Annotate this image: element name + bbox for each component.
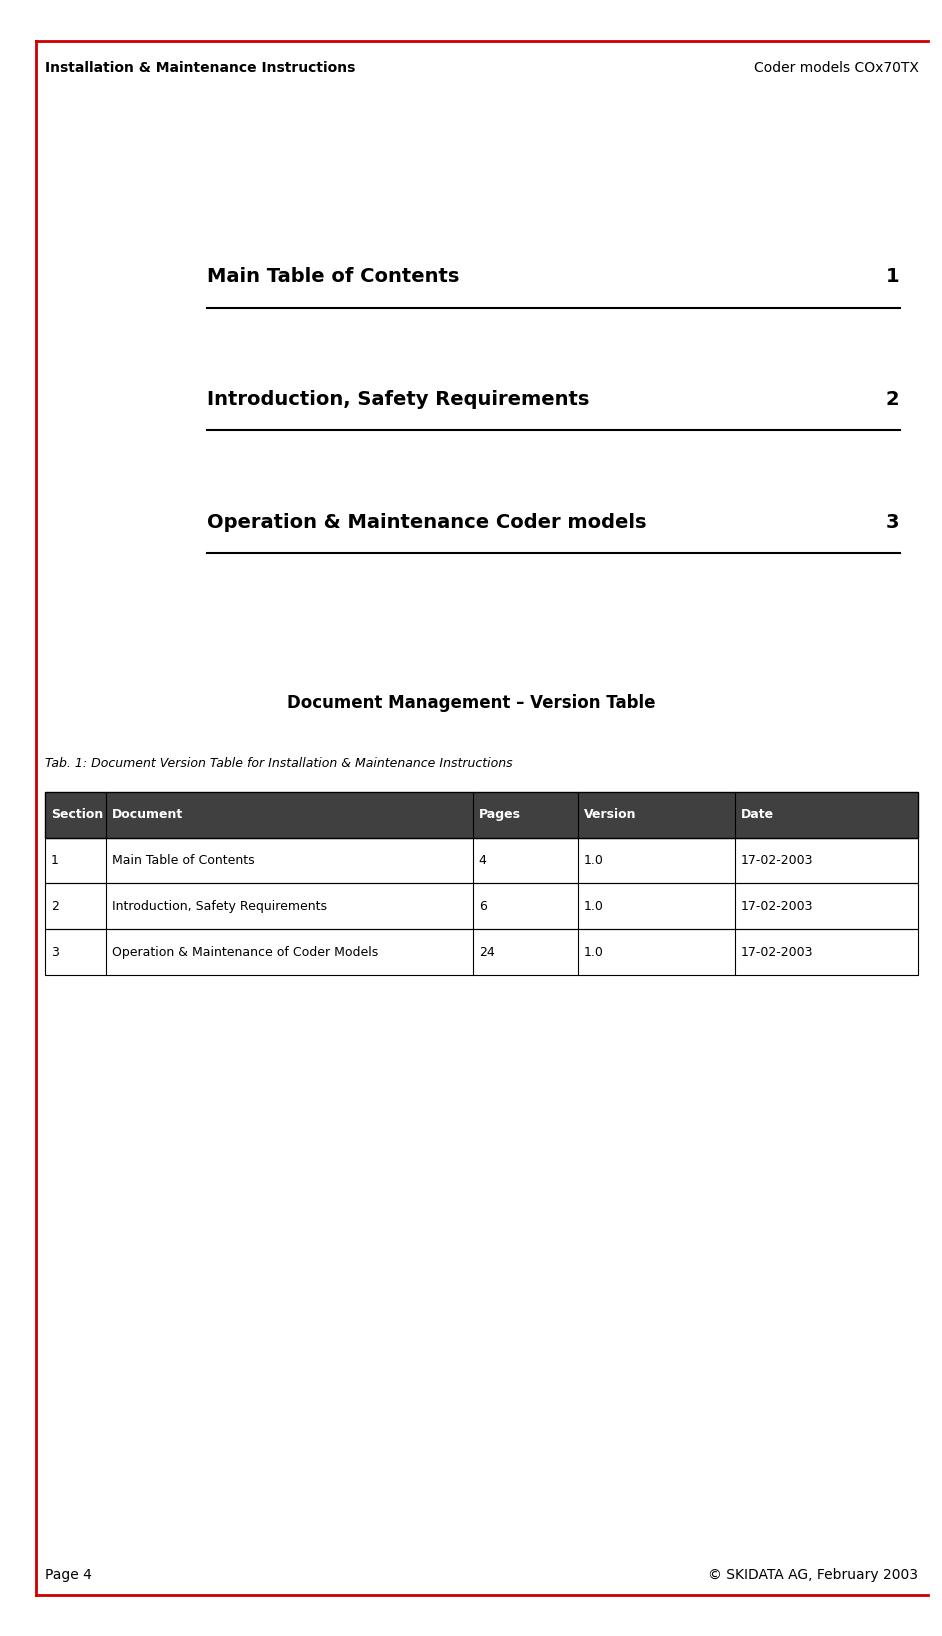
Text: 24: 24 xyxy=(479,946,495,959)
Text: 2: 2 xyxy=(886,389,900,409)
Text: Pages: Pages xyxy=(479,808,521,821)
Text: Version: Version xyxy=(583,808,636,821)
Text: 1.0: 1.0 xyxy=(583,854,604,867)
Text: Date: Date xyxy=(740,808,773,821)
Text: 6: 6 xyxy=(479,900,487,913)
FancyBboxPatch shape xyxy=(45,792,918,838)
Text: Section: Section xyxy=(51,808,103,821)
Text: Coder models COx70TX: Coder models COx70TX xyxy=(754,61,918,75)
Text: Operation & Maintenance Coder models: Operation & Maintenance Coder models xyxy=(207,512,647,532)
Bar xyxy=(45,838,918,883)
FancyBboxPatch shape xyxy=(45,929,918,975)
Text: Introduction, Safety Requirements: Introduction, Safety Requirements xyxy=(112,900,327,913)
Text: Introduction, Safety Requirements: Introduction, Safety Requirements xyxy=(207,389,590,409)
Text: 17-02-2003: 17-02-2003 xyxy=(740,946,813,959)
Text: Main Table of Contents: Main Table of Contents xyxy=(207,267,460,286)
Text: 1.0: 1.0 xyxy=(583,900,604,913)
Text: © SKIDATA AG, February 2003: © SKIDATA AG, February 2003 xyxy=(708,1567,918,1582)
Text: 4: 4 xyxy=(479,854,487,867)
Bar xyxy=(45,883,918,929)
Text: 17-02-2003: 17-02-2003 xyxy=(740,854,813,867)
Text: 1: 1 xyxy=(886,267,900,286)
Text: Main Table of Contents: Main Table of Contents xyxy=(112,854,254,867)
Text: Tab. 1: Document Version Table for Installation & Maintenance Instructions: Tab. 1: Document Version Table for Insta… xyxy=(45,757,512,771)
Text: Operation & Maintenance of Coder Models: Operation & Maintenance of Coder Models xyxy=(112,946,379,959)
Text: 17-02-2003: 17-02-2003 xyxy=(740,900,813,913)
Text: Installation & Maintenance Instructions: Installation & Maintenance Instructions xyxy=(45,61,355,75)
Text: 2: 2 xyxy=(51,900,58,913)
Text: 1.0: 1.0 xyxy=(583,946,604,959)
Text: Page 4: Page 4 xyxy=(45,1567,92,1582)
Text: 3: 3 xyxy=(51,946,58,959)
Bar xyxy=(45,792,918,838)
FancyBboxPatch shape xyxy=(45,883,918,929)
Bar xyxy=(45,929,918,975)
Text: Document: Document xyxy=(112,808,184,821)
Text: 3: 3 xyxy=(886,512,900,532)
Text: 1: 1 xyxy=(51,854,58,867)
FancyBboxPatch shape xyxy=(45,838,918,883)
Text: Document Management – Version Table: Document Management – Version Table xyxy=(286,694,656,712)
